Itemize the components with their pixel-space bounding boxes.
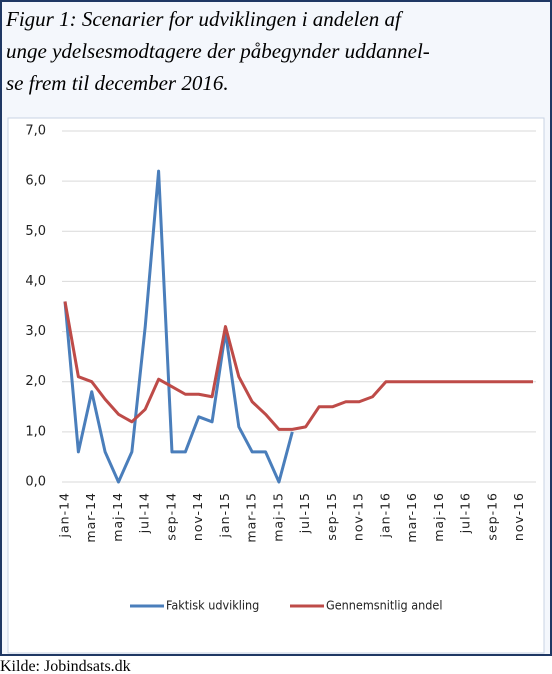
x-tick-label: jan-14 [57, 492, 72, 538]
x-tick-label: maj-15 [270, 492, 285, 542]
x-tick-label: jan-16 [377, 492, 392, 538]
x-tick-label: jan-15 [217, 492, 232, 538]
plot-frame [7, 117, 545, 654]
x-tick-label: sep-14 [163, 492, 178, 541]
y-tick-label: 3,0 [25, 324, 46, 339]
x-tick-label: maj-16 [431, 492, 446, 542]
x-tick-label: jul-15 [297, 492, 312, 534]
x-tick-label: sep-15 [324, 492, 339, 541]
chart-title: Figur 1: Scenarier for udviklingen i and… [5, 7, 404, 31]
chart-title: unge ydelsesmodtagere der påbegynder udd… [6, 39, 430, 63]
x-tick-label: nov-16 [511, 492, 526, 541]
source: Kilde: Jobindsats.dk [0, 658, 131, 674]
x-tick-label: mar-15 [244, 492, 259, 543]
x-tick-label: mar-16 [404, 492, 419, 543]
x-tick-label: sep-16 [484, 492, 499, 541]
x-tick-label: maj-14 [110, 492, 125, 542]
x-tick-label: jul-14 [137, 492, 152, 534]
legend-label: Faktisk udvikling [166, 598, 259, 613]
x-tick-label: jul-16 [458, 492, 473, 534]
y-tick-label: 2,0 [25, 374, 46, 389]
series-line [63, 301, 533, 431]
legend-label: Gennemsnitlig andel [326, 598, 442, 613]
y-tick-label: 0,0 [25, 475, 46, 490]
x-tick-label: mar-14 [83, 492, 98, 543]
chart-title: se frem til december 2016. [6, 71, 229, 95]
y-tick-label: 1,0 [25, 424, 46, 439]
series-line [63, 169, 294, 484]
y-tick-label: 7,0 [25, 124, 46, 139]
y-tick-label: 6,0 [25, 174, 46, 189]
y-tick-label: 4,0 [25, 274, 46, 289]
x-tick-label: nov-15 [351, 492, 366, 541]
y-tick-label: 5,0 [25, 224, 46, 239]
x-tick-label: nov-14 [190, 492, 205, 541]
